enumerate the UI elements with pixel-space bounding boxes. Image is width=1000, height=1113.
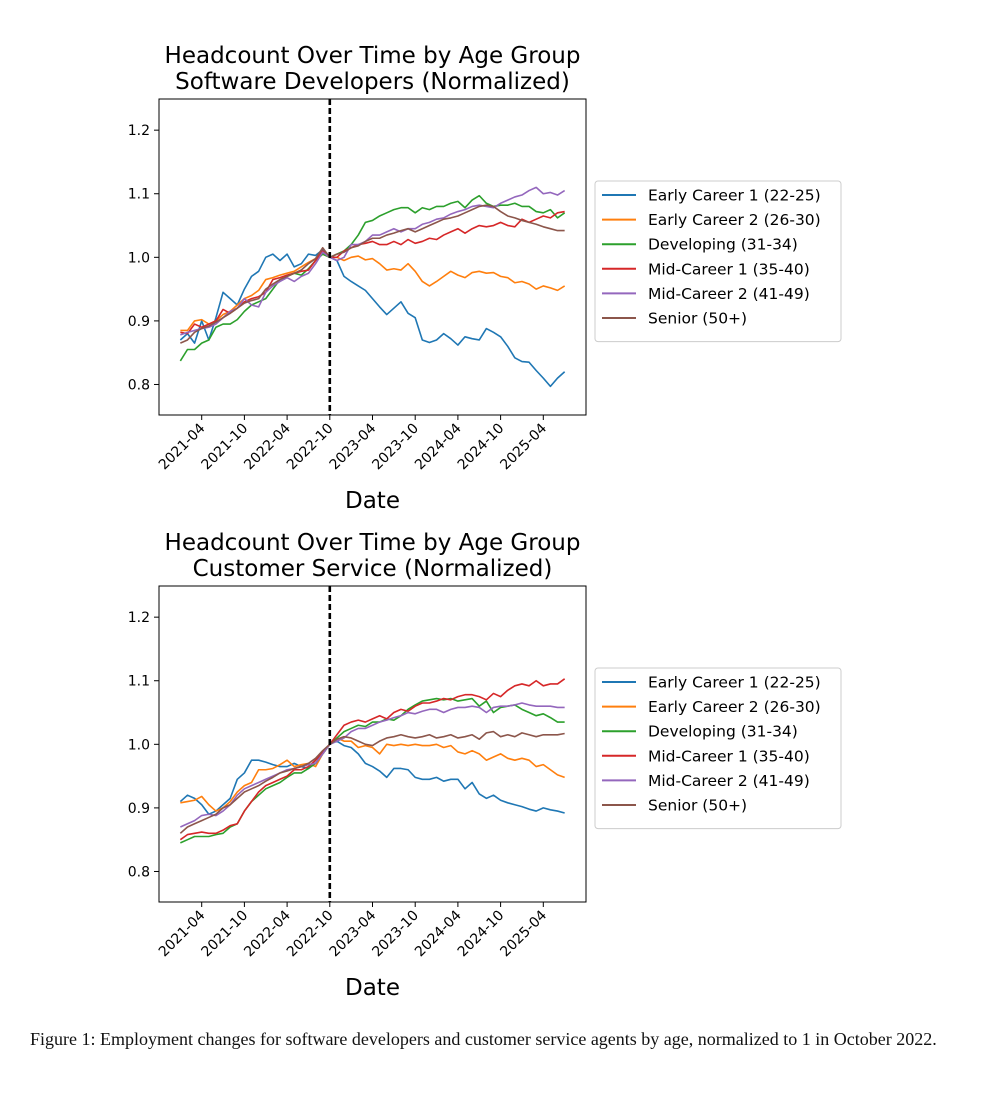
- legend-label: Mid-Career 1 (35-40): [648, 747, 810, 765]
- series-line: [179, 194, 566, 362]
- chart-title: Headcount Over Time by Age Group: [165, 43, 581, 69]
- legend-label: Early Career 2 (26-30): [648, 698, 821, 716]
- legend-label: Developing (31-34): [648, 723, 798, 741]
- chart-subtitle: Customer Service (Normalized): [193, 556, 553, 582]
- legend-label: Mid-Career 1 (35-40): [648, 260, 810, 278]
- legend-label: Mid-Career 2 (41-49): [648, 772, 810, 790]
- x-axis-label: Date: [345, 488, 400, 514]
- series-line: [179, 248, 566, 388]
- y-tick-label: 1.1: [128, 674, 150, 690]
- y-tick-label: 1.2: [128, 610, 150, 626]
- series-line: [180, 186, 566, 336]
- y-tick-label: 0.9: [128, 801, 150, 817]
- x-tick-label: 2025-04: [497, 907, 550, 960]
- y-tick-label: 0.8: [128, 864, 150, 880]
- series-line: [179, 678, 566, 841]
- legend-label: Developing (31-34): [648, 236, 798, 254]
- series-line: [180, 210, 565, 335]
- y-tick-label: 0.8: [128, 377, 150, 393]
- legend-label: Early Career 2 (26-30): [648, 211, 821, 229]
- legend-label: Senior (50+): [648, 310, 747, 328]
- caption: Figure 1: Employment changes for softwar…: [30, 1029, 937, 1049]
- legend-label: Early Career 1 (22-25): [648, 187, 821, 205]
- y-tick-label: 1.1: [128, 187, 150, 203]
- series-line: [180, 702, 565, 828]
- legend-label: Mid-Career 2 (41-49): [648, 285, 810, 303]
- legend-label: Early Career 1 (22-25): [648, 674, 821, 692]
- plot-frame: [158, 98, 587, 416]
- legend-label: Senior (50+): [648, 797, 747, 815]
- chart-title: Headcount Over Time by Age Group: [165, 530, 581, 556]
- figure: Headcount Over Time by Age GroupSoftware…: [128, 43, 842, 1001]
- chart-subtitle: Software Developers (Normalized): [175, 69, 570, 95]
- y-tick-label: 1.2: [128, 123, 150, 139]
- y-tick-label: 0.9: [128, 314, 150, 330]
- x-axis-label: Date: [345, 975, 400, 1001]
- series-line: [179, 730, 565, 834]
- series-line: [180, 737, 565, 812]
- legend-box: [594, 180, 842, 343]
- legend-box: [594, 667, 842, 830]
- x-tick-label: 2025-04: [497, 420, 550, 473]
- series-line: [180, 204, 565, 344]
- y-tick-label: 1.0: [128, 250, 150, 266]
- series-line: [179, 740, 565, 816]
- plot-frame: [158, 585, 587, 903]
- y-tick-label: 1.0: [128, 737, 150, 753]
